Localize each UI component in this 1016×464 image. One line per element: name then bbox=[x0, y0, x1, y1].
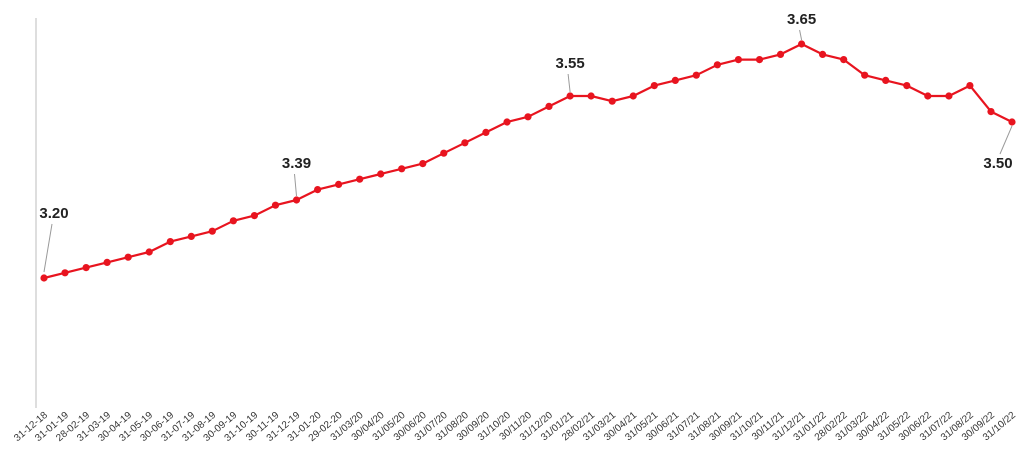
data-point bbox=[650, 82, 658, 90]
data-point bbox=[40, 274, 48, 282]
data-label: 3.65 bbox=[787, 11, 816, 28]
data-point bbox=[840, 56, 848, 64]
data-point bbox=[798, 40, 806, 48]
data-point bbox=[776, 50, 785, 59]
data-point bbox=[145, 248, 153, 256]
data-point bbox=[61, 269, 69, 277]
data-point bbox=[755, 56, 764, 64]
data-point bbox=[314, 186, 322, 194]
data-label-leader bbox=[999, 125, 1013, 155]
data-label-leader bbox=[567, 73, 571, 93]
data-point bbox=[545, 102, 553, 110]
series-line bbox=[43, 42, 1013, 280]
data-point bbox=[566, 92, 574, 100]
data-point bbox=[398, 165, 406, 173]
data-point bbox=[377, 170, 385, 178]
data-point bbox=[713, 61, 722, 69]
series-layer bbox=[40, 40, 1016, 282]
data-point bbox=[166, 238, 174, 246]
data-point bbox=[987, 108, 995, 116]
data-point bbox=[461, 139, 469, 147]
data-point bbox=[608, 97, 616, 105]
data-label: 3.20 bbox=[39, 205, 68, 222]
data-point bbox=[271, 201, 280, 209]
data-point bbox=[503, 118, 511, 126]
data-point bbox=[924, 92, 932, 100]
data-point bbox=[524, 113, 532, 121]
data-point bbox=[1008, 118, 1016, 126]
data-point bbox=[966, 82, 974, 90]
data-label: 3.39 bbox=[282, 155, 311, 172]
data-point bbox=[734, 56, 743, 64]
data-label-leader bbox=[294, 173, 297, 197]
data-label: 3.55 bbox=[555, 55, 584, 72]
data-label: 3.50 bbox=[983, 155, 1012, 172]
data-point bbox=[187, 232, 195, 240]
data-label-layer: 3.20 3.39 3.55 3.65 3.50 bbox=[39, 11, 1013, 273]
data-point bbox=[250, 212, 258, 220]
data-point bbox=[229, 217, 237, 225]
data-point bbox=[587, 92, 595, 100]
data-point bbox=[819, 50, 827, 59]
data-point bbox=[335, 180, 343, 188]
data-point bbox=[440, 149, 448, 157]
data-point bbox=[861, 71, 869, 79]
data-point bbox=[692, 71, 700, 79]
data-point bbox=[124, 253, 132, 261]
data-point bbox=[82, 264, 90, 272]
data-point bbox=[903, 82, 911, 90]
data-point bbox=[882, 76, 890, 84]
data-point bbox=[945, 92, 953, 100]
data-point bbox=[356, 175, 364, 183]
data-point bbox=[208, 227, 216, 235]
data-point bbox=[103, 258, 111, 266]
data-label-leader bbox=[43, 223, 53, 273]
data-label-leader bbox=[799, 29, 803, 41]
data-point bbox=[629, 92, 637, 100]
data-point bbox=[482, 128, 490, 136]
x-tick-layer: 31-12-1831-01-1928-02-1931-03-1930-04-19… bbox=[12, 410, 1016, 444]
data-point bbox=[292, 196, 301, 204]
data-point bbox=[671, 76, 679, 84]
data-point bbox=[419, 160, 427, 168]
